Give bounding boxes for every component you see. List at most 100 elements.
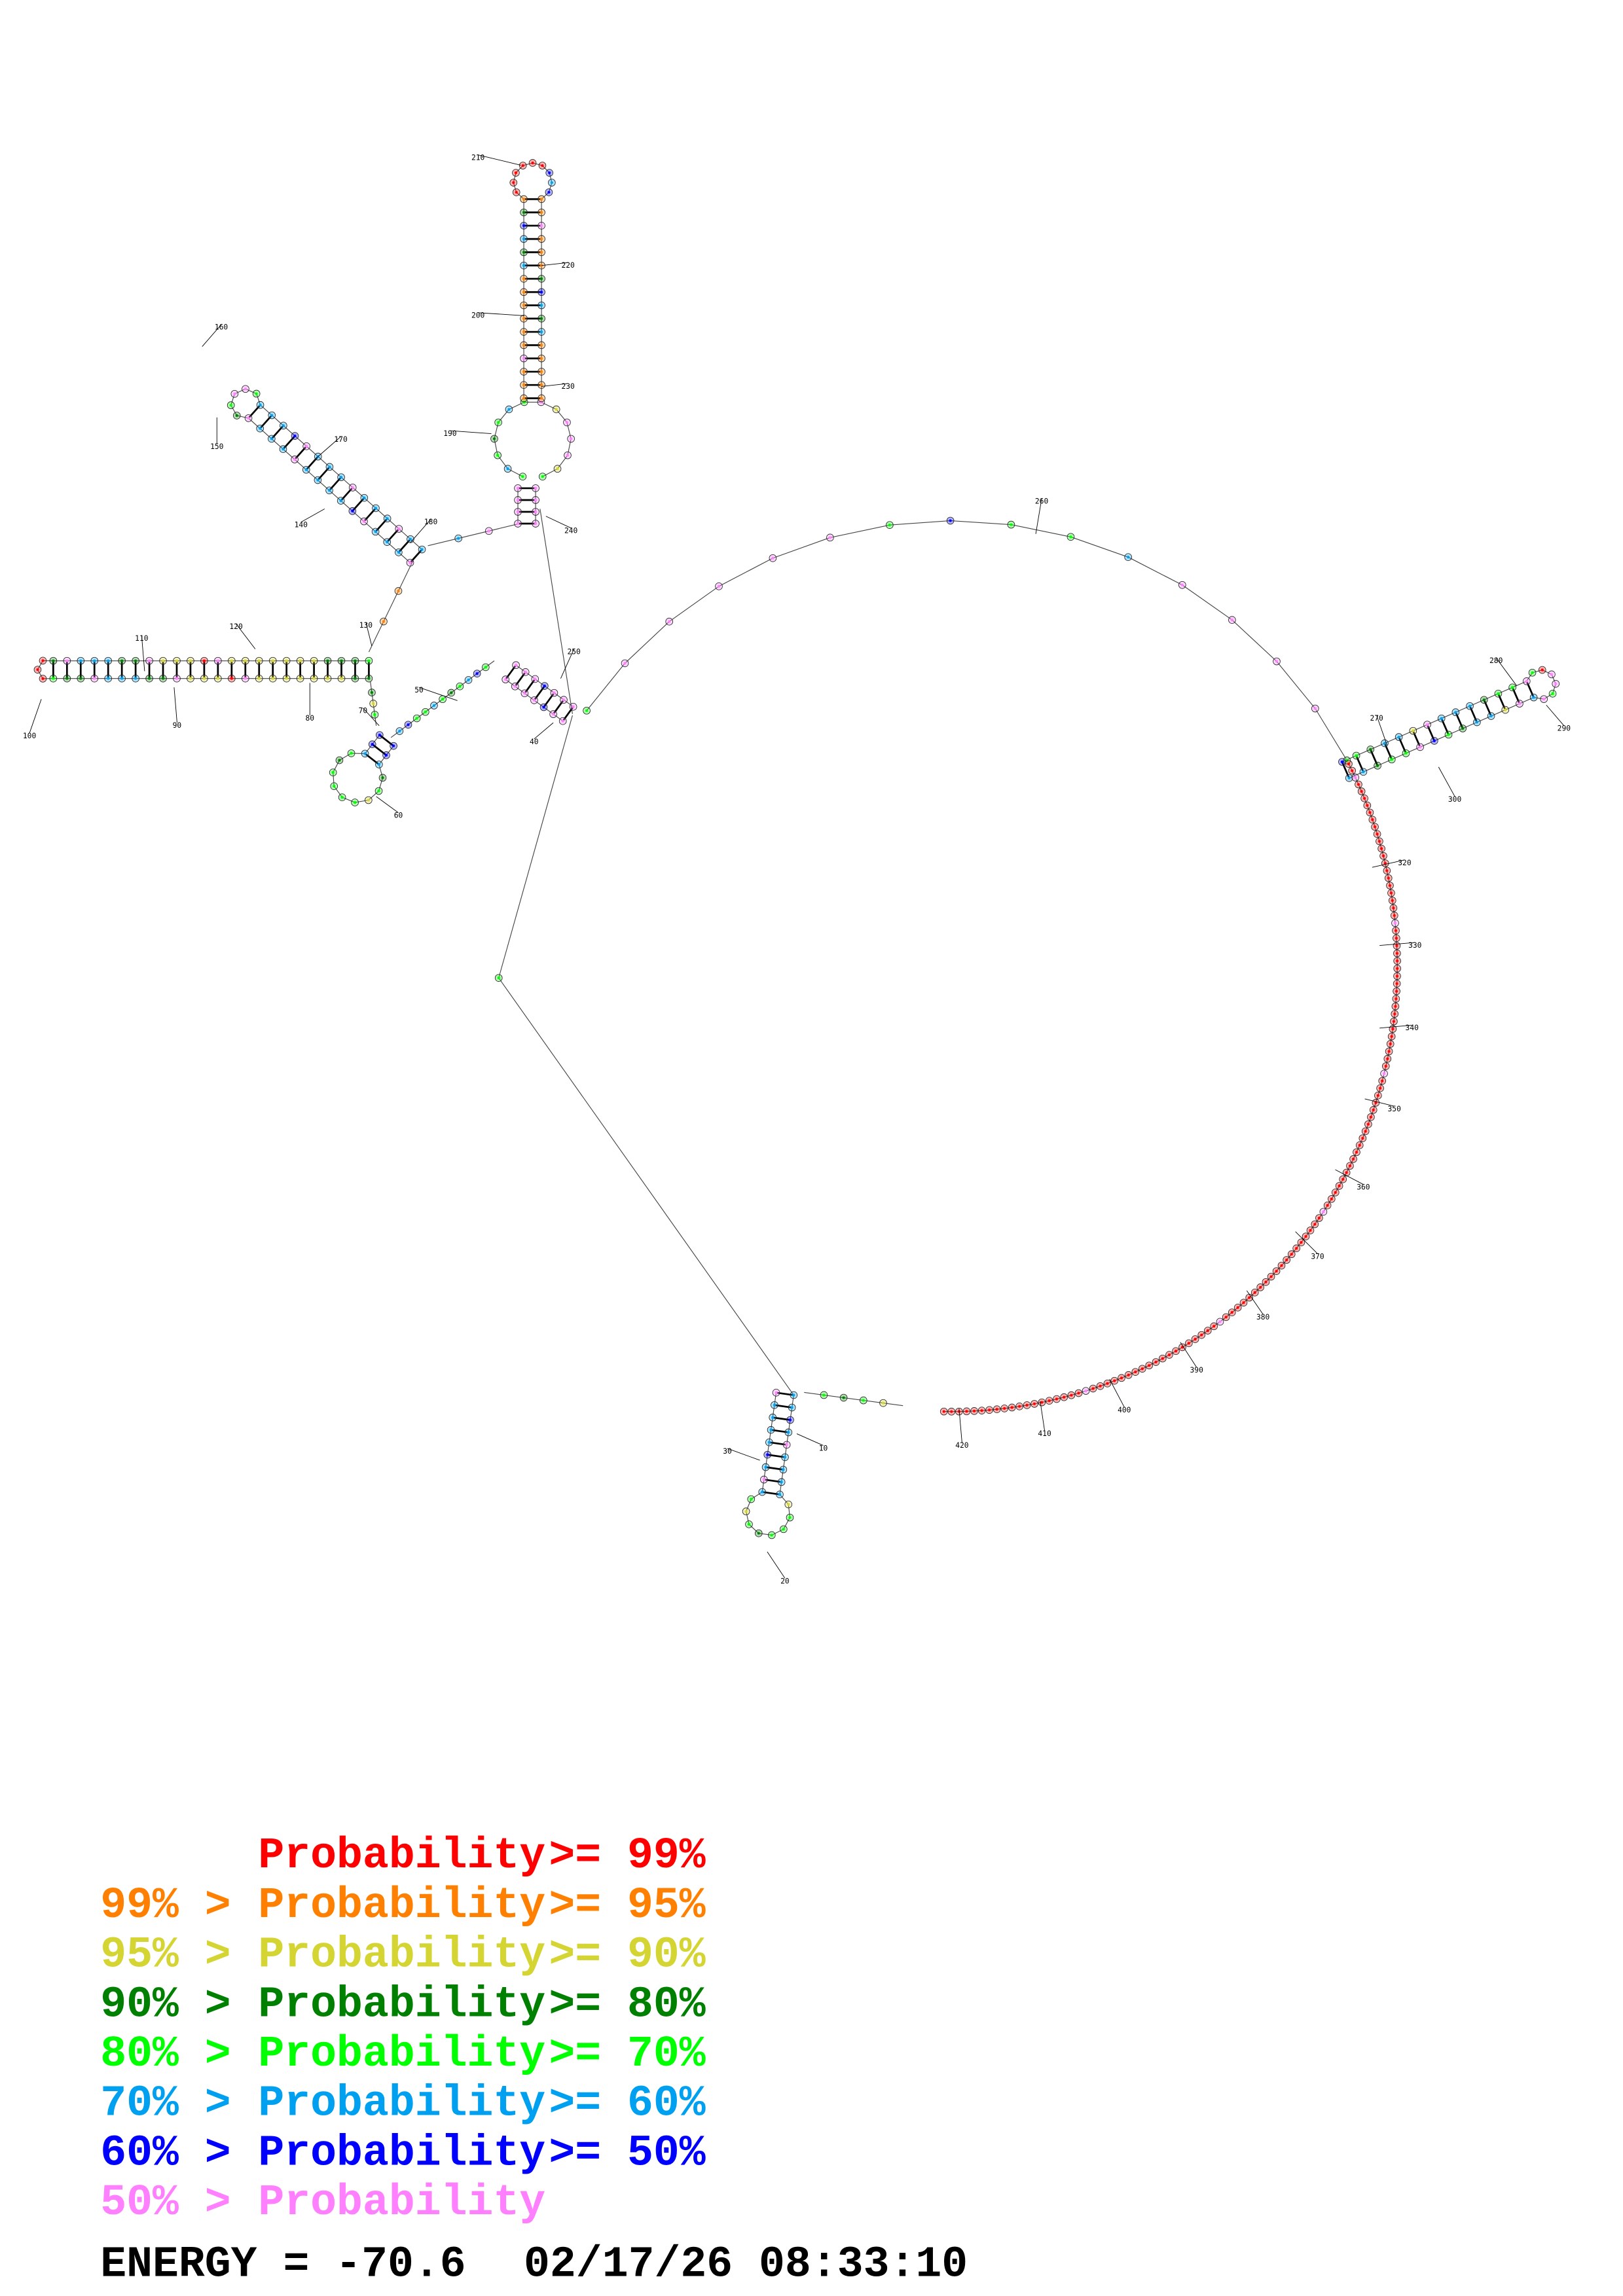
nucleotide-base-mark	[1347, 762, 1351, 766]
nucleotide-base-mark	[351, 486, 354, 489]
position-label: 190	[443, 429, 457, 438]
nucleotide-base-mark	[1393, 922, 1397, 925]
nucleotide-base-mark	[1372, 1108, 1375, 1111]
nucleotide-base-mark	[409, 561, 412, 564]
nucleotide-base-mark	[65, 677, 69, 680]
nucleotide-base-mark	[338, 759, 341, 762]
nucleotide-base-mark	[328, 489, 331, 492]
nucleotide-base-mark	[1392, 1020, 1395, 1023]
position-label: 300	[1448, 795, 1462, 804]
nucleotide-base-mark	[1040, 1401, 1044, 1404]
nucleotide-base-mark	[522, 291, 526, 294]
legend-row: 95% > Probability >= 90%	[100, 1931, 706, 1980]
backbone-segment	[230, 388, 422, 564]
nucleotide-base-mark	[1354, 776, 1357, 779]
base-pair-bond	[247, 404, 261, 419]
position-label: 380	[1256, 1313, 1270, 1321]
nucleotide-base-mark	[175, 659, 179, 662]
nucleotide-base-mark	[773, 1403, 776, 1407]
nucleotide-base-mark	[374, 507, 378, 510]
nucleotide-base-mark	[1218, 1320, 1222, 1323]
nucleotide-base-mark	[534, 498, 538, 502]
nucleotide-base-mark	[717, 584, 721, 588]
nucleotide-base-mark	[371, 743, 374, 746]
base-pair-bonds	[52, 198, 1535, 1496]
base-pair-bond	[409, 548, 423, 564]
nucleotide-base-mark	[244, 677, 247, 680]
position-tick	[301, 509, 325, 523]
nucleotide-base-mark	[540, 198, 543, 201]
nucleotide-base-mark	[842, 1396, 845, 1399]
legend-suffix: >= 90%	[549, 1931, 705, 1980]
nucleotide-base-mark	[750, 1498, 753, 1501]
nucleotide-base-mark	[1285, 1258, 1288, 1262]
nucleotide-base-mark	[202, 659, 206, 662]
nucleotide-base-mark	[333, 785, 336, 788]
base-pair-bond	[329, 476, 342, 492]
nucleotide-base-mark	[547, 190, 551, 194]
nucleotide-base-mark	[522, 277, 526, 280]
nucleotide-base-mark	[36, 668, 39, 672]
nucleotide-base-mark	[770, 1534, 773, 1537]
nucleotide-base-mark	[757, 1532, 760, 1535]
nucleotide-base-mark	[377, 789, 380, 793]
nucleotide-base-mark	[769, 1428, 773, 1431]
nucleotide-base-mark	[540, 291, 543, 294]
base-pair-bond	[1398, 736, 1407, 754]
nucleotide-base-mark	[233, 392, 236, 395]
nucleotide-base-mark	[778, 1493, 782, 1496]
base-pair-bond	[1341, 761, 1350, 779]
legend-row: 99% > Probability >= 95%	[100, 1881, 706, 1930]
nucleotide-base-mark	[1387, 1050, 1391, 1053]
position-tick	[958, 1408, 962, 1443]
nucleotide-base-mark	[1295, 1247, 1298, 1250]
nucleotide-base-mark	[1384, 1065, 1387, 1068]
backbone-segment	[517, 488, 536, 524]
nucleotide-base-mark	[1395, 990, 1398, 993]
nucleotide-base-mark	[540, 224, 543, 227]
position-label: 30	[723, 1447, 732, 1456]
position-tick	[541, 262, 568, 266]
backbone-segment	[804, 1391, 903, 1407]
nucleotide-base-mark	[1352, 1157, 1355, 1160]
nucleotide-base-mark	[1369, 748, 1372, 751]
nucleotide-base-mark	[523, 692, 526, 695]
nucleotide-base-mark	[782, 1528, 785, 1531]
nucleotide-base-mark	[1161, 1357, 1164, 1360]
nucleotide-base-mark	[1518, 702, 1521, 706]
nucleotide-base-mark	[543, 684, 546, 688]
nucleotide-base-mark	[162, 677, 165, 680]
nucleotide-base-mark	[522, 397, 526, 400]
nucleotide-base-mark	[522, 331, 526, 334]
nucleotide-base-mark	[381, 776, 384, 780]
nucleotide-base-mark	[515, 664, 518, 667]
nucleotide-base-mark	[285, 677, 288, 680]
nucleotide-base-mark	[259, 403, 262, 406]
nucleotide-base-mark	[1369, 1115, 1372, 1119]
base-pair-bond	[374, 518, 388, 533]
nucleotide-base-mark	[522, 211, 526, 214]
position-label: 130	[359, 621, 373, 630]
nucleotide-base-mark	[367, 798, 370, 802]
nucleotide-base-mark	[1394, 929, 1398, 932]
nucleotide-base-mark	[1224, 1316, 1228, 1319]
position-label: 10	[819, 1444, 828, 1452]
nucleotide-base-mark	[247, 416, 250, 420]
nucleotide-base-mark	[1275, 660, 1279, 663]
nucleotide-base-mark	[540, 370, 543, 373]
nucleotide-base-mark	[363, 496, 366, 499]
nucleotide-base-mark	[762, 1478, 765, 1481]
base-pair-bond	[776, 1391, 794, 1396]
base-pair-bond	[259, 414, 273, 429]
nucleotide-base-mark	[1347, 776, 1351, 780]
legend-row: 50% > Probability	[100, 2178, 545, 2227]
nucleotide-base-mark	[1377, 840, 1381, 843]
position-label: 90	[173, 721, 182, 730]
backbone-segment	[539, 509, 573, 714]
nucleotide-base-mark	[397, 589, 400, 592]
nucleotide-base-mark	[1351, 769, 1354, 772]
nucleotide-base-mark	[1389, 891, 1393, 895]
nucleotide-base-mark	[271, 677, 274, 680]
position-tick	[545, 516, 572, 529]
nucleotide-base-mark	[1482, 698, 1486, 702]
